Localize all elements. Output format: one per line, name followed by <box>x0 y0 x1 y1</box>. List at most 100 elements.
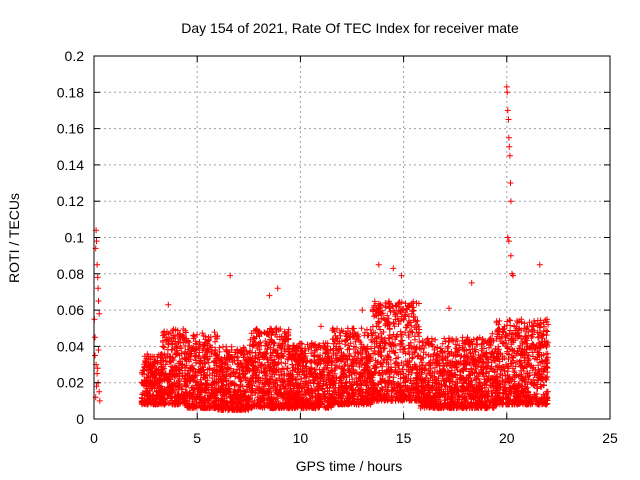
data-point <box>175 392 182 399</box>
data-point <box>152 371 159 378</box>
data-point <box>192 346 199 353</box>
data-point <box>196 349 203 356</box>
data-point <box>171 380 178 387</box>
data-point <box>196 355 203 362</box>
data-point <box>202 333 209 340</box>
data-point <box>153 370 160 377</box>
data-point <box>172 338 179 345</box>
data-point <box>189 396 196 403</box>
data-point <box>161 344 168 351</box>
data-point <box>168 346 175 353</box>
data-point <box>193 359 199 366</box>
data-point <box>195 345 202 351</box>
data-point <box>160 329 167 336</box>
data-point <box>203 405 210 412</box>
data-point <box>163 374 170 381</box>
data-point <box>228 343 235 350</box>
data-point <box>282 330 289 337</box>
data-point <box>206 353 213 360</box>
data-point <box>178 385 185 392</box>
data-point <box>213 335 220 342</box>
data-point <box>208 344 215 351</box>
data-point <box>174 327 181 334</box>
data-point <box>170 326 177 333</box>
data-point <box>151 385 158 392</box>
data-point <box>160 357 167 364</box>
data-point <box>199 330 206 337</box>
data-point <box>181 349 188 356</box>
data-point <box>234 361 241 368</box>
data-point <box>159 366 166 373</box>
data-point <box>167 329 174 336</box>
data-point <box>234 399 241 406</box>
data-point <box>147 395 154 402</box>
data-points <box>91 83 552 413</box>
data-point <box>232 373 239 380</box>
data-point <box>240 347 247 354</box>
data-point <box>229 401 236 407</box>
data-point <box>141 363 148 370</box>
data-point <box>186 350 192 357</box>
data-point <box>240 352 247 359</box>
data-point <box>221 354 228 361</box>
data-point <box>161 386 168 392</box>
data-point <box>141 371 148 378</box>
data-point <box>196 399 203 406</box>
data-point <box>216 344 223 351</box>
data-point <box>160 394 167 401</box>
data-point <box>227 372 234 379</box>
data-point <box>237 401 244 408</box>
data-point <box>160 363 167 370</box>
data-point <box>182 327 189 334</box>
data-point <box>166 399 173 406</box>
data-point <box>218 363 225 370</box>
data-point <box>145 370 152 377</box>
data-point <box>228 400 235 407</box>
data-point <box>200 366 207 373</box>
data-point <box>231 386 238 393</box>
data-point <box>172 367 179 374</box>
data-point <box>221 373 228 380</box>
data-point <box>159 343 166 350</box>
data-point <box>154 353 161 360</box>
data-point <box>173 370 180 377</box>
data-point <box>161 400 167 407</box>
data-point <box>232 349 239 356</box>
data-point <box>211 329 218 336</box>
data-point <box>188 344 195 351</box>
data-point <box>224 364 231 371</box>
data-point <box>151 365 158 372</box>
data-point <box>226 349 233 356</box>
data-point <box>201 341 208 348</box>
data-point <box>217 357 224 363</box>
data-point <box>228 380 235 386</box>
data-point <box>212 338 219 345</box>
data-point <box>205 336 212 343</box>
data-point <box>202 339 209 346</box>
data-point <box>225 356 232 363</box>
data-point <box>148 369 155 376</box>
data-point <box>175 383 182 390</box>
data-point <box>240 406 247 413</box>
data-point <box>179 362 186 369</box>
data-point <box>181 400 188 407</box>
data-point <box>184 346 191 353</box>
data-point <box>233 403 239 410</box>
data-point <box>169 368 176 375</box>
data-point <box>219 387 226 394</box>
data-point <box>164 358 170 365</box>
data-point <box>164 377 171 384</box>
data-point <box>230 396 237 403</box>
data-point <box>220 399 227 406</box>
data-point <box>186 402 193 409</box>
data-point <box>153 388 160 395</box>
data-point <box>203 349 210 356</box>
data-point <box>154 392 161 399</box>
data-point <box>179 396 185 403</box>
data-point <box>195 369 201 376</box>
data-point <box>175 400 182 407</box>
data-point <box>235 357 242 364</box>
data-point <box>226 393 233 400</box>
data-point <box>199 397 206 404</box>
